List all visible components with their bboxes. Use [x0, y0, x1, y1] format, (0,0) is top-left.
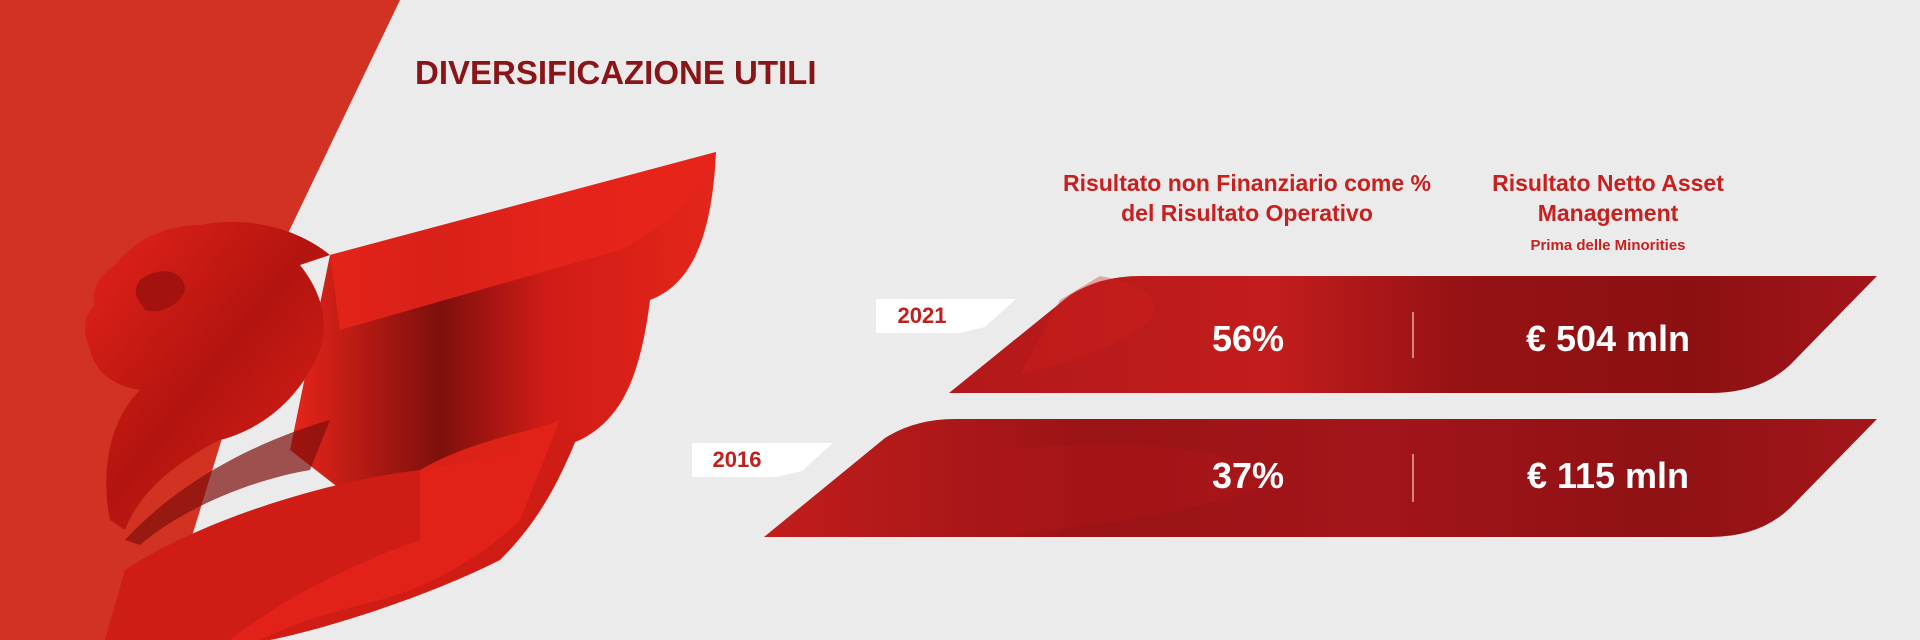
- column-header-net-result: Risultato Netto Asset Management: [1492, 170, 1724, 226]
- year-label: 2021: [897, 303, 947, 328]
- year-label: 2016: [712, 447, 762, 472]
- column-subheader-net-result: Prima delle Minorities: [1530, 237, 1686, 254]
- row-band-2021: [949, 276, 1877, 393]
- pct-value: 56%: [1211, 318, 1285, 359]
- year-tab-2021: [876, 299, 1016, 333]
- row-band-2016: [764, 419, 1877, 537]
- net-result-value: € 504 mln: [1525, 318, 1691, 359]
- winged-lion-icon: [85, 152, 716, 640]
- pct-value: 37%: [1211, 455, 1285, 496]
- page-title: DIVERSIFICAZIONE UTILI: [415, 54, 817, 91]
- year-tab-2016: [692, 443, 833, 477]
- column-header-pct: Risultato non Finanziario come % del Ris…: [1062, 170, 1432, 226]
- net-result-value: € 115 mln: [1526, 455, 1690, 496]
